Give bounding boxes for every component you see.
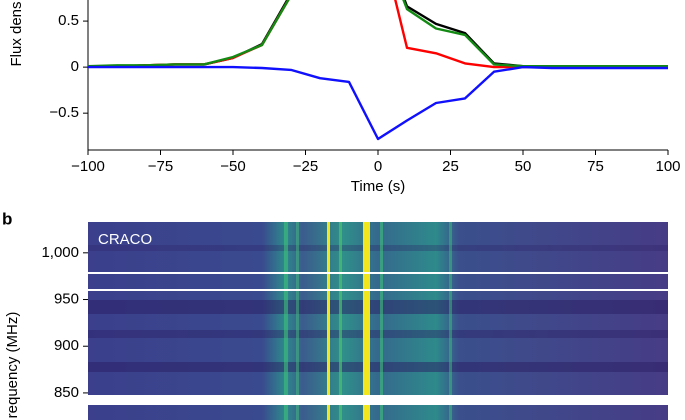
y-tick-label: 950 <box>54 290 79 307</box>
x-tick-label: −50 <box>220 158 245 175</box>
y-tick-label: 900 <box>54 337 79 354</box>
x-tick-label: −75 <box>148 158 173 175</box>
line-series <box>88 0 668 69</box>
y-tick-label: 1,000 <box>41 244 79 261</box>
x-tick-label: −100 <box>71 158 105 175</box>
y-tick-label: 0 <box>71 58 79 75</box>
x-tick-label: −25 <box>293 158 318 175</box>
annotation: CRACO <box>98 231 152 248</box>
y-tick-label: −0.5 <box>49 104 79 121</box>
y-axis-label: requency (MHz) <box>4 312 21 419</box>
x-tick-label: 50 <box>515 158 532 175</box>
panel-label: b <box>2 209 12 228</box>
y-axis-label: Flux dens <box>8 1 25 66</box>
x-tick-label: 100 <box>655 158 680 175</box>
y-tick-label: 850 <box>54 384 79 401</box>
spectrogram-image <box>88 222 668 420</box>
x-axis-label: Time (s) <box>351 178 405 195</box>
line-series <box>88 0 668 68</box>
line-series <box>88 65 668 141</box>
y-tick-label: 0.5 <box>58 12 79 29</box>
line-series <box>88 0 668 68</box>
x-tick-label: 25 <box>442 158 459 175</box>
x-tick-label: 0 <box>374 158 382 175</box>
x-tick-label: 75 <box>587 158 604 175</box>
